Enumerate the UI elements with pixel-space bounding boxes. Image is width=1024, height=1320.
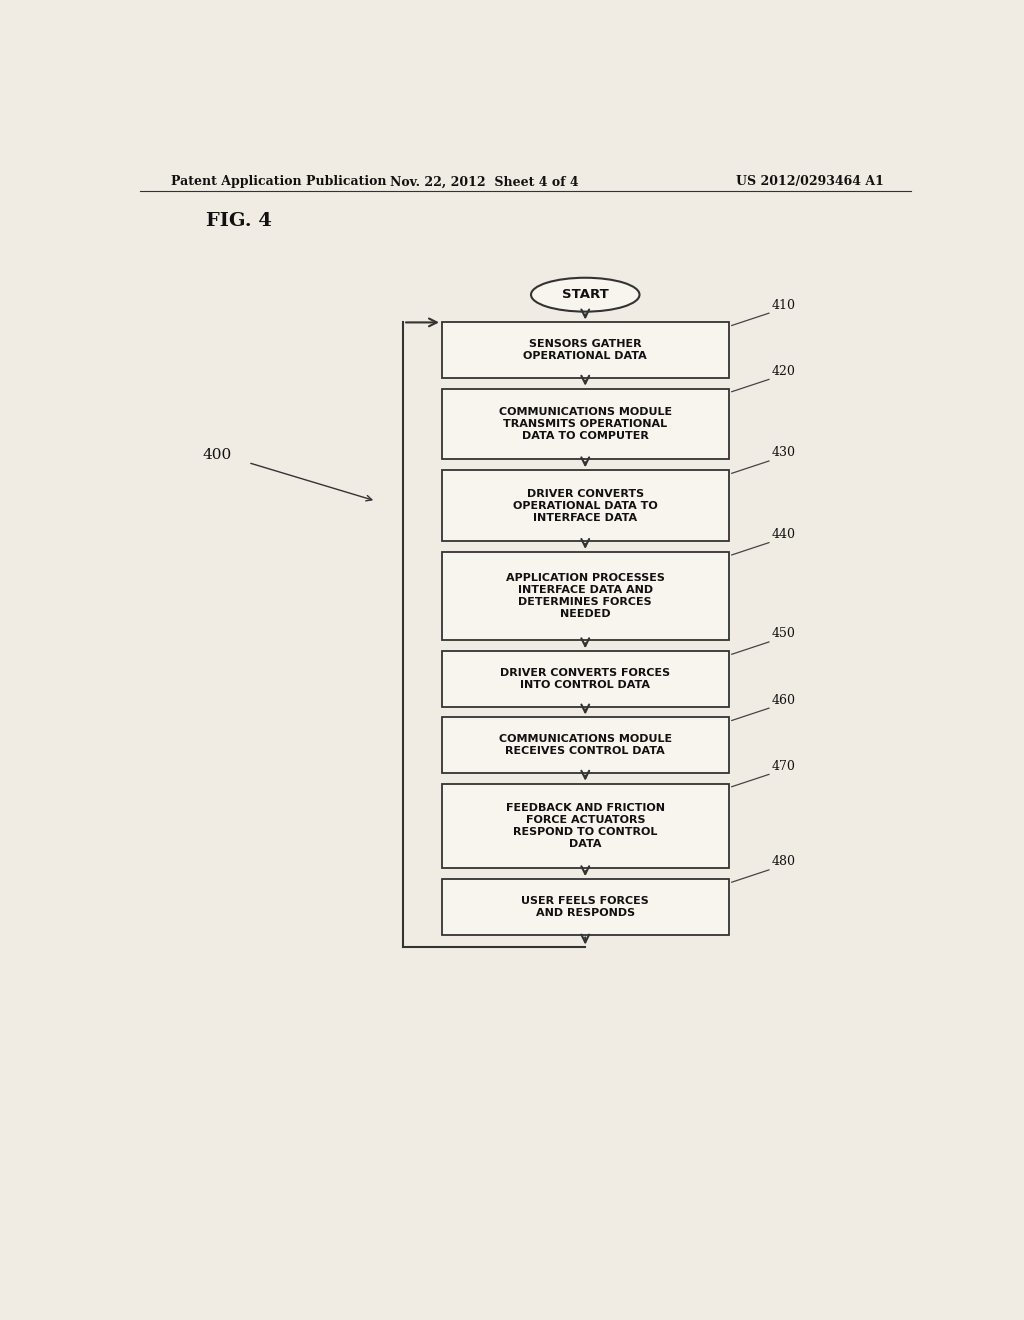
Text: OPERATIONAL DATA: OPERATIONAL DATA [523,351,647,362]
Text: 440: 440 [772,528,796,541]
Text: INTO CONTROL DATA: INTO CONTROL DATA [520,680,650,690]
Text: US 2012/0293464 A1: US 2012/0293464 A1 [736,176,884,189]
Text: INTERFACE DATA AND: INTERFACE DATA AND [518,585,653,595]
Text: OPERATIONAL DATA TO: OPERATIONAL DATA TO [513,500,657,511]
Text: START: START [562,288,608,301]
Text: FIG. 4: FIG. 4 [206,213,271,230]
Text: COMMUNICATIONS MODULE: COMMUNICATIONS MODULE [499,407,672,417]
Text: Patent Application Publication: Patent Application Publication [171,176,386,189]
Text: AND RESPONDS: AND RESPONDS [536,908,635,917]
FancyBboxPatch shape [442,718,729,774]
Ellipse shape [531,277,640,312]
Text: 480: 480 [772,855,796,869]
Text: Nov. 22, 2012  Sheet 4 of 4: Nov. 22, 2012 Sheet 4 of 4 [390,176,579,189]
Text: 430: 430 [772,446,796,459]
Text: NEEDED: NEEDED [560,609,610,619]
FancyBboxPatch shape [442,470,729,541]
Text: 470: 470 [772,760,796,774]
Text: COMMUNICATIONS MODULE: COMMUNICATIONS MODULE [499,734,672,744]
Text: 410: 410 [772,298,796,312]
FancyBboxPatch shape [442,322,729,378]
Text: DRIVER CONVERTS FORCES: DRIVER CONVERTS FORCES [500,668,671,678]
Text: 420: 420 [772,364,796,378]
Text: RECEIVES CONTROL DATA: RECEIVES CONTROL DATA [506,746,666,756]
FancyBboxPatch shape [442,784,729,869]
Text: DRIVER CONVERTS: DRIVER CONVERTS [526,488,644,499]
Text: DETERMINES FORCES: DETERMINES FORCES [518,597,652,607]
Text: 460: 460 [772,693,796,706]
Text: USER FEELS FORCES: USER FEELS FORCES [521,896,649,906]
Text: DATA TO COMPUTER: DATA TO COMPUTER [522,432,648,441]
Text: FORCE ACTUATORS: FORCE ACTUATORS [525,814,645,825]
FancyBboxPatch shape [442,552,729,640]
Text: SENSORS GATHER: SENSORS GATHER [529,339,642,350]
Text: TRANSMITS OPERATIONAL: TRANSMITS OPERATIONAL [503,418,668,429]
FancyBboxPatch shape [442,388,729,459]
FancyBboxPatch shape [442,879,729,935]
Text: RESPOND TO CONTROL: RESPOND TO CONTROL [513,826,657,837]
Text: 400: 400 [203,447,231,462]
Text: APPLICATION PROCESSES: APPLICATION PROCESSES [506,573,665,583]
Text: 450: 450 [772,627,796,640]
Text: DATA: DATA [569,840,601,849]
Text: FEEDBACK AND FRICTION: FEEDBACK AND FRICTION [506,803,665,813]
Text: INTERFACE DATA: INTERFACE DATA [534,512,637,523]
FancyBboxPatch shape [442,651,729,706]
